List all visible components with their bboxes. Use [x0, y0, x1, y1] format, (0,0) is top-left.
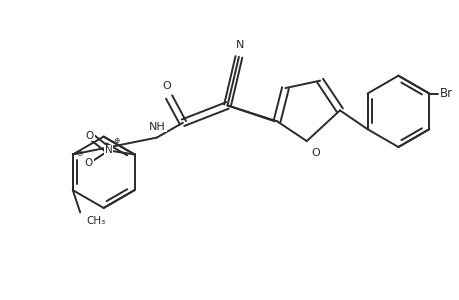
Text: Br: Br — [439, 87, 453, 100]
Text: N: N — [105, 146, 112, 155]
Text: NH: NH — [149, 122, 166, 132]
Text: O: O — [162, 81, 171, 91]
Text: O: O — [311, 148, 320, 158]
Text: ⊖: ⊖ — [76, 149, 82, 158]
Text: ⊕: ⊕ — [113, 136, 119, 145]
Text: O: O — [86, 130, 94, 141]
Text: N: N — [235, 40, 244, 50]
Text: O: O — [84, 158, 93, 168]
Text: CH₃: CH₃ — [86, 216, 105, 226]
